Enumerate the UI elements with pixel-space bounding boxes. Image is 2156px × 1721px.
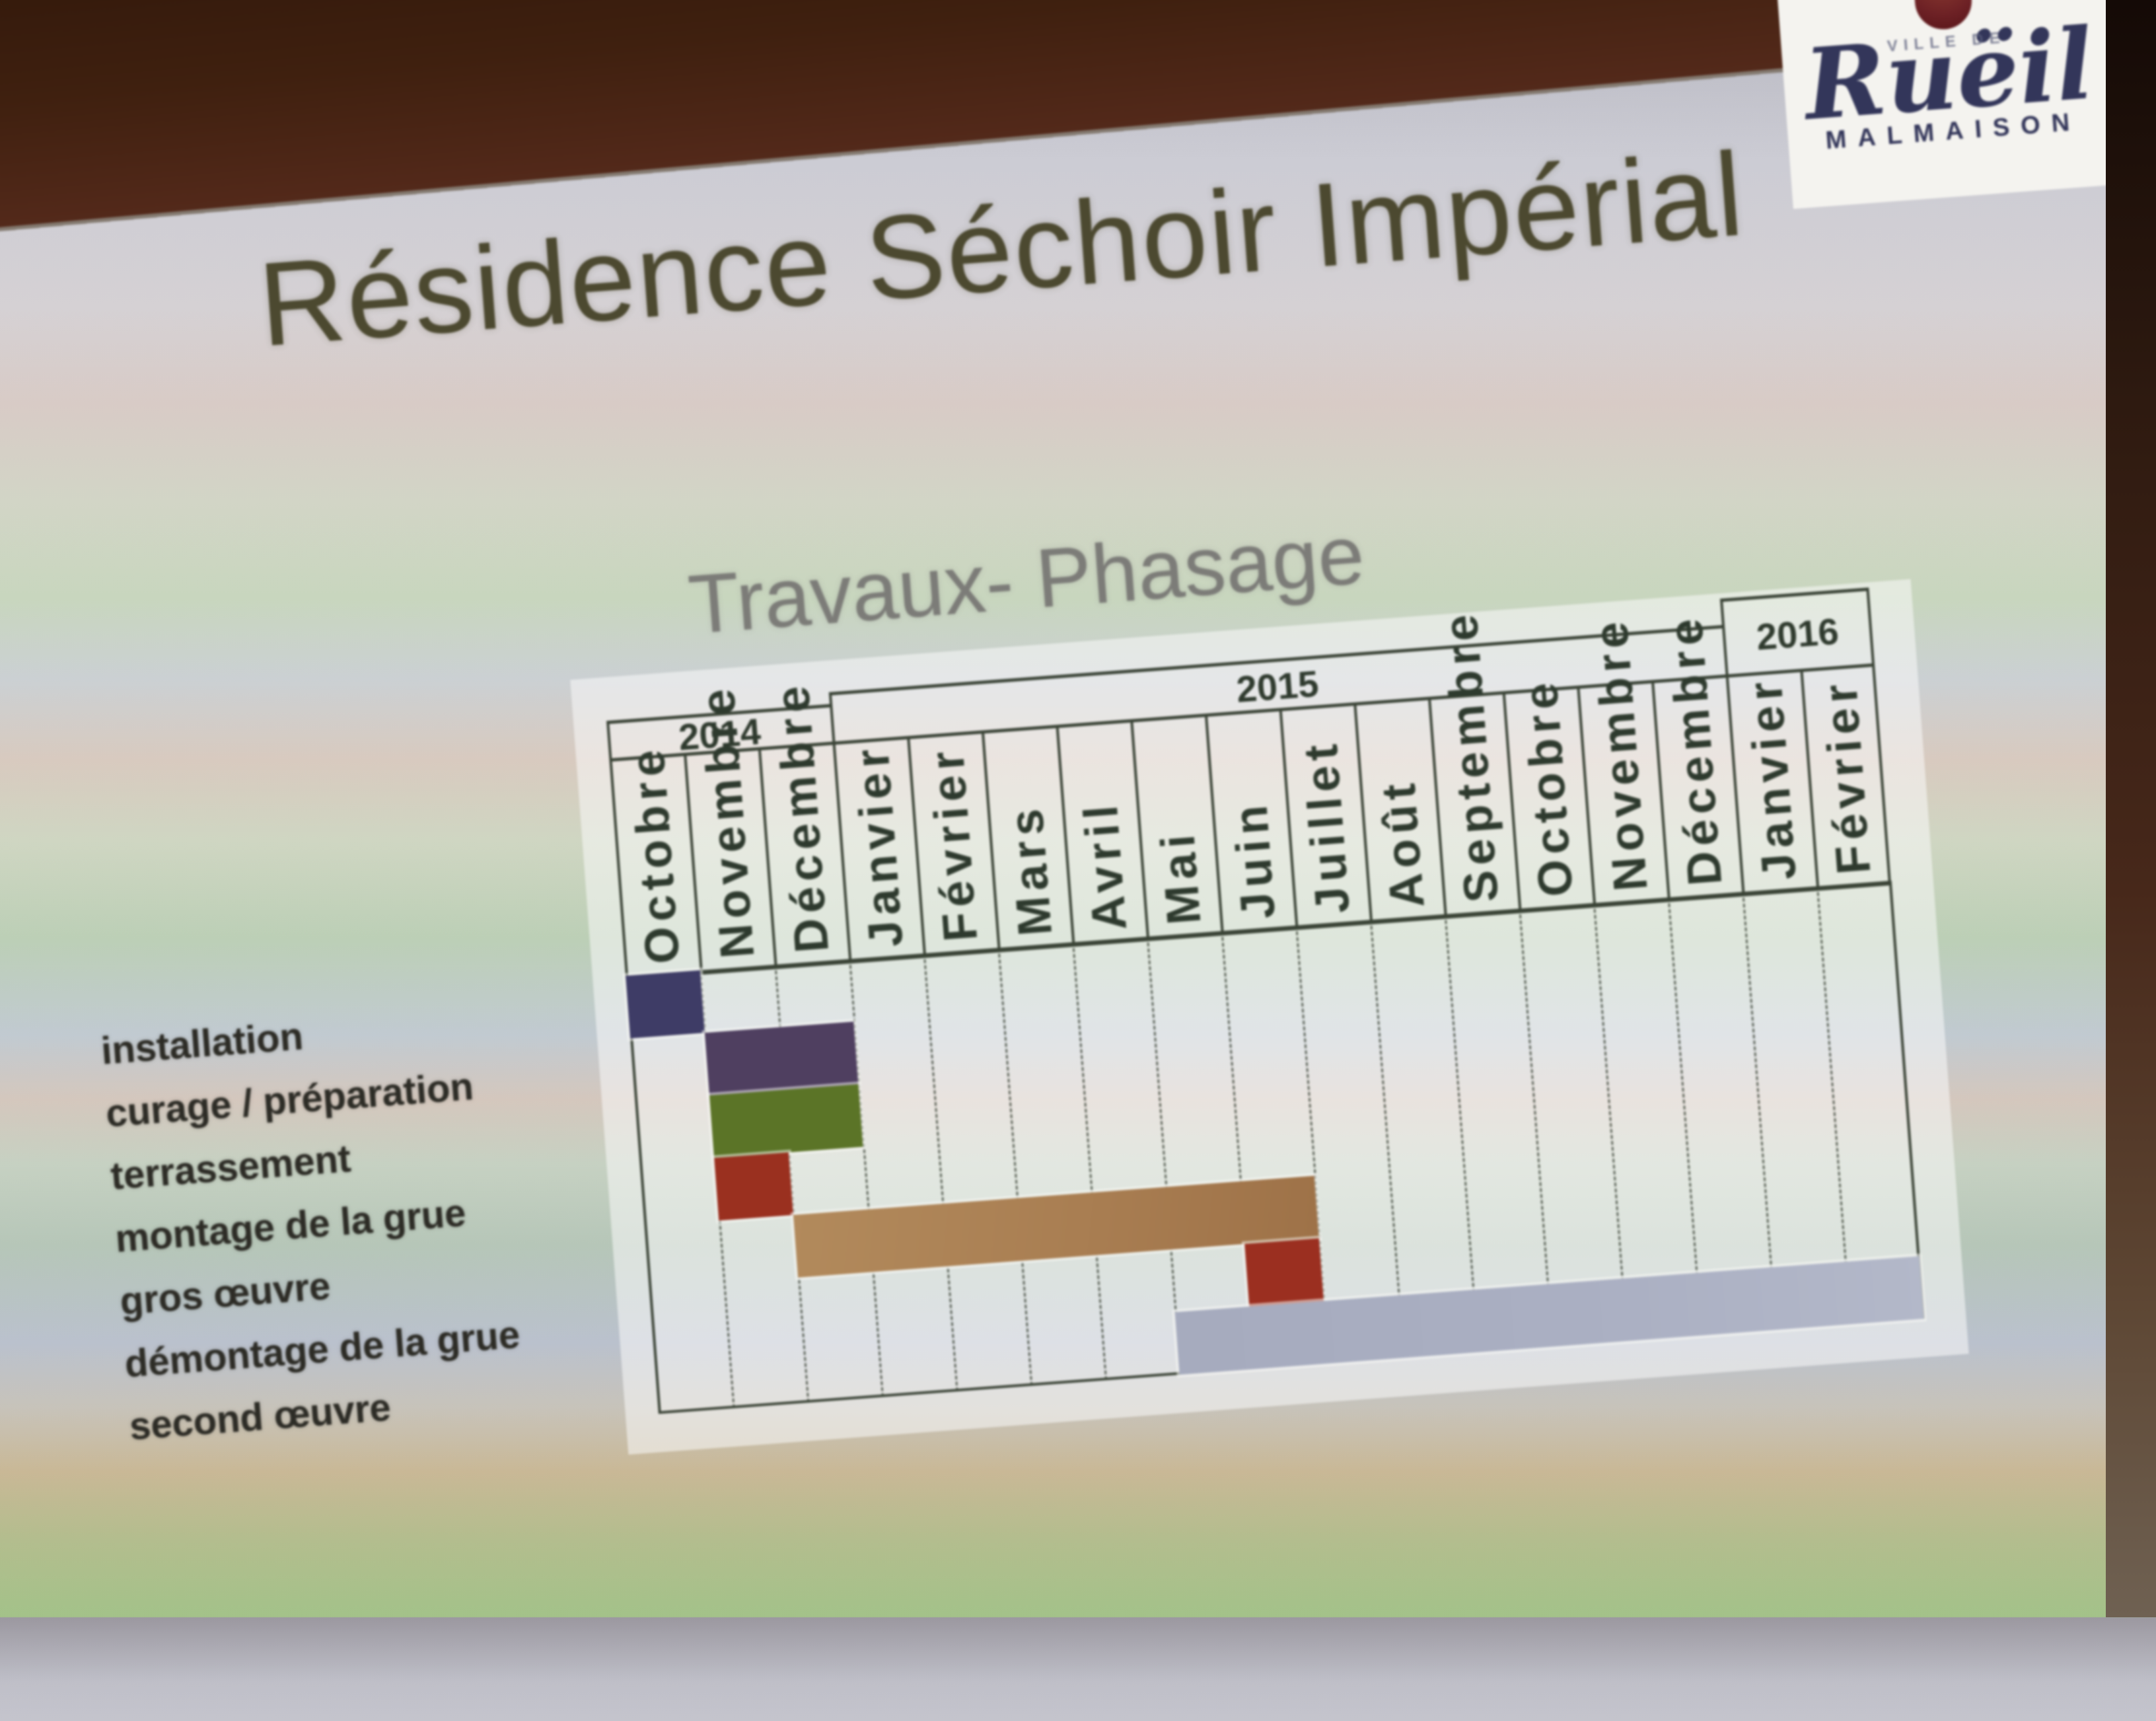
column-gridline-dashed — [849, 959, 884, 1397]
column-gridline-dashed — [1146, 936, 1182, 1375]
year-label: 2015 — [1235, 662, 1320, 710]
month-label: Mai — [1151, 827, 1211, 927]
gantt-bar — [1244, 1238, 1324, 1307]
year-label: 2016 — [1754, 610, 1840, 658]
month-label: Février — [1813, 677, 1881, 877]
column-gridline-dashed — [1444, 914, 1480, 1352]
column-gridline-dashed — [1072, 942, 1107, 1381]
column-gridline-dashed — [923, 953, 958, 1392]
column-gridline-dashed — [1369, 920, 1405, 1358]
rueil-malmaison-logo: VILLE DE Ruëil MALMAISON — [1777, 0, 2123, 209]
column-gridline-dashed — [1816, 886, 1851, 1325]
gantt-bar — [704, 1021, 859, 1096]
month-label: Février — [920, 744, 988, 943]
column-gridline-dashed — [997, 947, 1033, 1386]
column-gridline-dashed — [1519, 908, 1554, 1347]
gantt-bar — [714, 1152, 793, 1221]
gantt-bar — [793, 1175, 1319, 1278]
column-gridline-dashed — [1742, 891, 1778, 1331]
gantt-grid: 2014 2015 2016 Octobre Novembre Décembre Janvi… — [604, 587, 1925, 1414]
photo-of-projected-slide: { "slide": { "title": "Résidence Séchoir… — [0, 0, 2156, 1617]
column-gridline-dashed — [1593, 902, 1628, 1342]
month-label: Juillet — [1294, 737, 1360, 916]
column-gridline-dashed — [1667, 897, 1703, 1336]
month-label: Octobre — [1513, 675, 1583, 899]
gantt-bar — [626, 970, 705, 1039]
room-wall-right — [2106, 0, 2156, 1617]
month-label: Mars — [999, 801, 1062, 938]
gantt-bar — [709, 1084, 863, 1158]
month-label: Avril — [1073, 798, 1137, 932]
month-label: Décembre — [1659, 612, 1733, 888]
month-label: Novembre — [1584, 614, 1658, 893]
month-label: Août — [1371, 776, 1435, 910]
month-label: Octobre — [620, 743, 690, 966]
month-label: Janvier — [845, 741, 914, 949]
task-label-column: installation curage / préparation terrasse… — [99, 982, 646, 1459]
month-label: Décembre — [766, 678, 839, 955]
month-label: Septembre — [1433, 607, 1509, 904]
month-label: Juin — [1223, 798, 1285, 921]
month-label: Janvier — [1738, 675, 1807, 882]
